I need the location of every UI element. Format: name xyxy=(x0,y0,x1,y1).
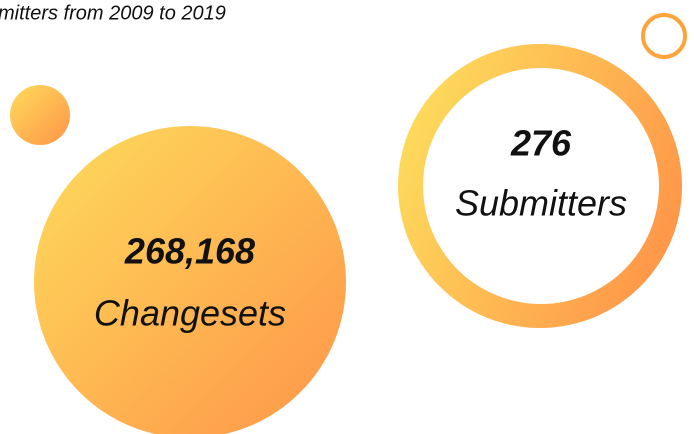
changesets-circle xyxy=(34,126,346,434)
decor-dot xyxy=(10,85,70,145)
submitters-label: Submitters xyxy=(455,183,627,224)
changesets-label: Changesets xyxy=(94,293,286,334)
decor-ring xyxy=(641,13,687,59)
title: mitters from 2009 to 2019 xyxy=(0,2,226,24)
submitters-value: 276 xyxy=(510,123,572,164)
submitters-inner xyxy=(423,68,659,304)
changesets-value: 268,168 xyxy=(124,231,255,272)
